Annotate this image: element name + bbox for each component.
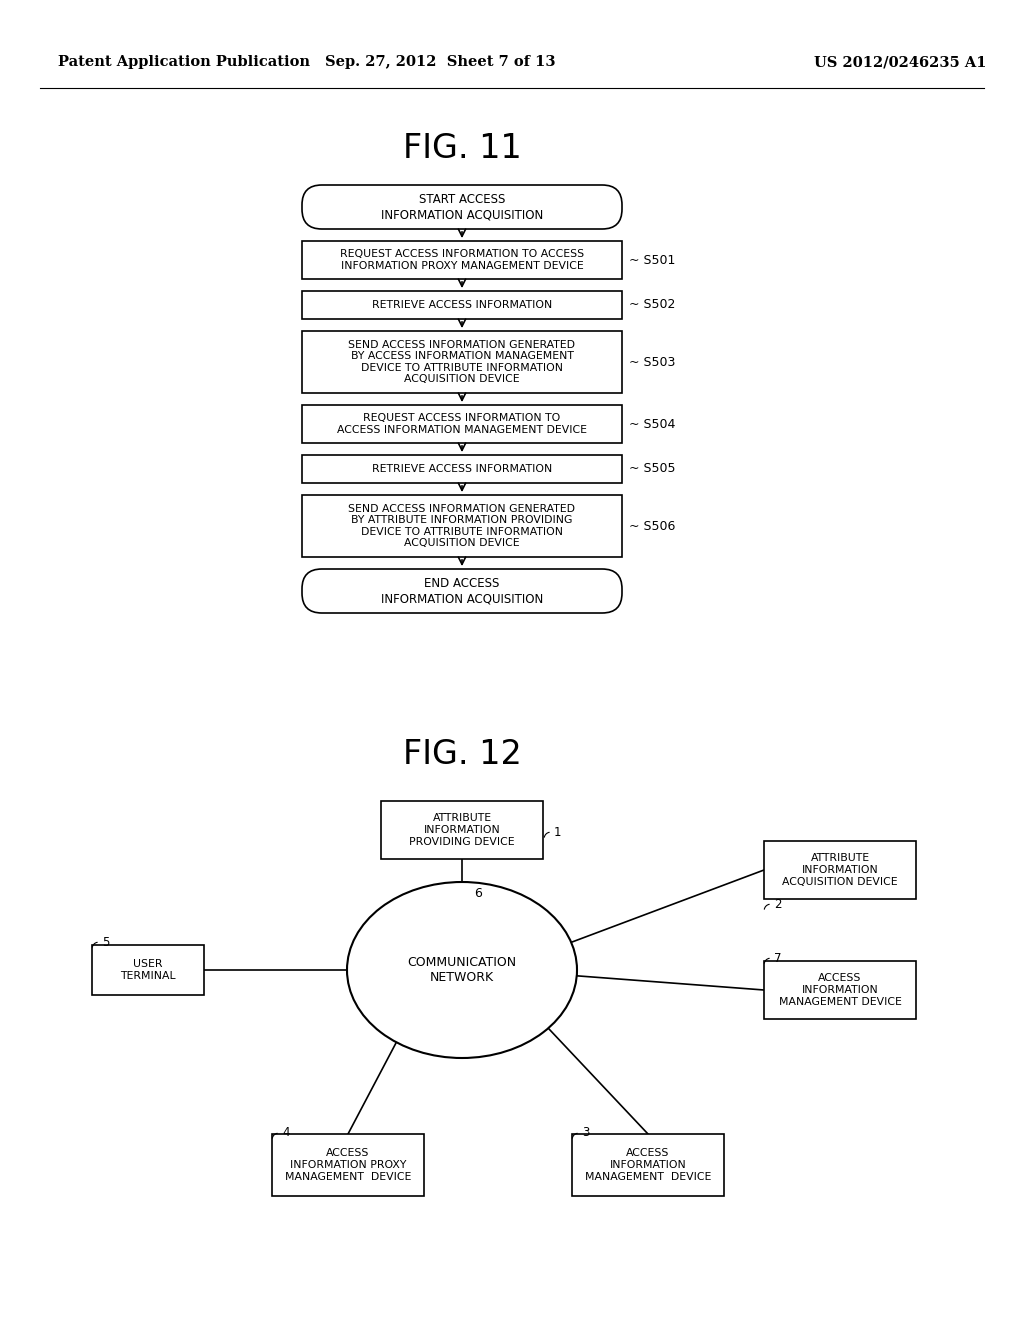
Text: 3: 3 xyxy=(582,1126,590,1139)
Text: COMMUNICATION
NETWORK: COMMUNICATION NETWORK xyxy=(408,956,516,983)
Text: Sep. 27, 2012  Sheet 7 of 13: Sep. 27, 2012 Sheet 7 of 13 xyxy=(325,55,555,69)
Bar xyxy=(764,961,916,1019)
Text: 1: 1 xyxy=(554,825,561,838)
Bar xyxy=(302,495,622,557)
Text: ACCESS
INFORMATION
MANAGEMENT  DEVICE: ACCESS INFORMATION MANAGEMENT DEVICE xyxy=(585,1148,712,1181)
Text: ~ S504: ~ S504 xyxy=(629,417,676,430)
Bar xyxy=(302,242,622,279)
Bar xyxy=(92,945,204,995)
Text: 6: 6 xyxy=(474,887,482,900)
Ellipse shape xyxy=(347,882,577,1059)
Text: 5: 5 xyxy=(102,936,110,949)
Text: 2: 2 xyxy=(774,898,781,911)
Text: RETRIEVE ACCESS INFORMATION: RETRIEVE ACCESS INFORMATION xyxy=(372,465,552,474)
Text: ATTRIBUTE
INFORMATION
PROVIDING DEVICE: ATTRIBUTE INFORMATION PROVIDING DEVICE xyxy=(410,813,515,846)
Text: ACCESS
INFORMATION PROXY
MANAGEMENT  DEVICE: ACCESS INFORMATION PROXY MANAGEMENT DEVI… xyxy=(285,1148,412,1181)
Text: FIG. 11: FIG. 11 xyxy=(402,132,521,165)
Text: ATTRIBUTE
INFORMATION
ACQUISITION DEVICE: ATTRIBUTE INFORMATION ACQUISITION DEVICE xyxy=(782,854,898,887)
Text: 7: 7 xyxy=(774,952,781,965)
Text: ~ S506: ~ S506 xyxy=(629,520,676,532)
Text: REQUEST ACCESS INFORMATION TO
ACCESS INFORMATION MANAGEMENT DEVICE: REQUEST ACCESS INFORMATION TO ACCESS INF… xyxy=(337,413,587,434)
FancyBboxPatch shape xyxy=(302,185,622,228)
Bar xyxy=(764,841,916,899)
Text: 4: 4 xyxy=(282,1126,290,1139)
Bar xyxy=(302,455,622,483)
Bar xyxy=(302,290,622,319)
Bar xyxy=(302,405,622,444)
Text: START ACCESS
INFORMATION ACQUISITION: START ACCESS INFORMATION ACQUISITION xyxy=(381,193,543,220)
Text: ~ S505: ~ S505 xyxy=(629,462,676,475)
Text: USER
TERMINAL: USER TERMINAL xyxy=(120,960,176,981)
Text: US 2012/0246235 A1: US 2012/0246235 A1 xyxy=(814,55,986,69)
Text: FIG. 12: FIG. 12 xyxy=(402,738,521,771)
Bar xyxy=(381,801,543,859)
Text: RETRIEVE ACCESS INFORMATION: RETRIEVE ACCESS INFORMATION xyxy=(372,300,552,310)
Text: ~ S501: ~ S501 xyxy=(629,253,676,267)
Text: ~ S502: ~ S502 xyxy=(629,298,676,312)
Text: REQUEST ACCESS INFORMATION TO ACCESS
INFORMATION PROXY MANAGEMENT DEVICE: REQUEST ACCESS INFORMATION TO ACCESS INF… xyxy=(340,249,584,271)
Text: END ACCESS
INFORMATION ACQUISITION: END ACCESS INFORMATION ACQUISITION xyxy=(381,577,543,605)
Text: SEND ACCESS INFORMATION GENERATED
BY ACCESS INFORMATION MANAGEMENT
DEVICE TO ATT: SEND ACCESS INFORMATION GENERATED BY ACC… xyxy=(348,339,575,384)
Bar xyxy=(572,1134,724,1196)
Text: ~ S503: ~ S503 xyxy=(629,355,676,368)
Text: ACCESS
INFORMATION
MANAGEMENT DEVICE: ACCESS INFORMATION MANAGEMENT DEVICE xyxy=(778,973,901,1007)
Text: SEND ACCESS INFORMATION GENERATED
BY ATTRIBUTE INFORMATION PROVIDING
DEVICE TO A: SEND ACCESS INFORMATION GENERATED BY ATT… xyxy=(348,504,575,548)
Text: Patent Application Publication: Patent Application Publication xyxy=(58,55,310,69)
FancyBboxPatch shape xyxy=(302,569,622,612)
Bar xyxy=(272,1134,424,1196)
Bar xyxy=(302,331,622,393)
